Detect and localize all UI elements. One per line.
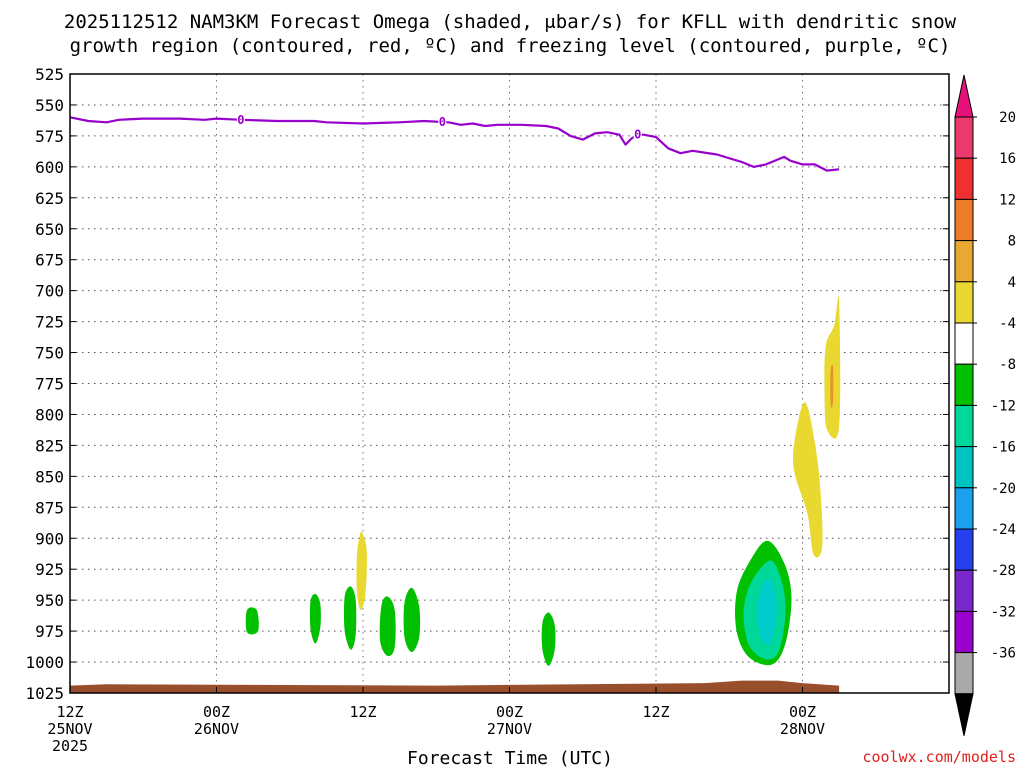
y-tick-label: 1000	[25, 653, 64, 672]
colorbar-swatch	[954, 363, 974, 406]
y-tick-label: 700	[35, 282, 64, 301]
omega-area	[541, 612, 556, 666]
colorbar-swatch	[954, 116, 974, 159]
freezing-level-contour: 0 0 0	[69, 112, 840, 172]
freezing-level-line	[69, 116, 840, 172]
x-tick-label: 28NOV	[780, 720, 825, 738]
y-tick-label: 750	[35, 344, 64, 363]
colorbar-label: -32	[991, 604, 1016, 620]
colorbar-label: -28	[991, 563, 1016, 579]
y-tick-label: 900	[35, 529, 64, 548]
colorbar-label: 20	[999, 110, 1016, 126]
colorbar-label: -24	[991, 522, 1016, 538]
credit-link[interactable]: coolwx.com/models	[862, 748, 1016, 766]
x-tick-label: 12Z	[642, 703, 669, 721]
omega-area	[245, 607, 259, 635]
chart-title-line1: 2025112512 NAM3KM Forecast Omega (shaded…	[64, 11, 957, 33]
x-tick-label: 2025	[52, 737, 88, 755]
omega-area	[379, 596, 396, 657]
x-tick-label: 00Z	[789, 703, 816, 721]
surface-terrain	[70, 680, 840, 693]
freezing-label-bg	[438, 114, 447, 128]
x-tick-label: 12Z	[349, 703, 376, 721]
colorbar-top-arrow	[954, 74, 974, 118]
y-tick-label: 775	[35, 375, 64, 394]
y-tick-label: 650	[35, 220, 64, 239]
y-tick-label: 1025	[25, 684, 64, 703]
colorbar-label: -8	[999, 357, 1016, 373]
y-tick-label: 575	[35, 127, 64, 146]
x-tick-label: 00Z	[496, 703, 523, 721]
omega-area	[356, 531, 367, 611]
colorbar-swatch	[954, 446, 974, 489]
colorbar-swatch	[954, 404, 974, 448]
colorbar-label: -12	[991, 398, 1016, 414]
colorbar-swatch	[954, 610, 974, 654]
colorbar-bottom-arrow	[954, 693, 974, 736]
x-tick-label: 12Z	[56, 703, 83, 721]
colorbar-swatch	[954, 198, 974, 242]
y-tick-label: 850	[35, 467, 64, 486]
y-tick-label: 875	[35, 498, 64, 517]
freezing-label-bg	[633, 127, 642, 141]
omega-shading	[245, 295, 841, 666]
y-tick-label: 550	[35, 96, 64, 115]
x-tick-label: 25NOV	[47, 720, 92, 738]
colorbar-swatch	[954, 569, 974, 612]
colorbar-swatch	[954, 322, 974, 365]
colorbar-swatch	[954, 281, 974, 324]
y-tick-label: 625	[35, 189, 64, 208]
x-tick-label: 00Z	[203, 703, 230, 721]
y-tick-label: 725	[35, 313, 64, 332]
colorbar-label: -20	[991, 481, 1016, 497]
y-tick-label: 525	[35, 65, 64, 84]
colorbar-label: -16	[991, 440, 1016, 456]
y-tick-label: 800	[35, 405, 64, 424]
colorbar-swatch	[954, 487, 974, 530]
colorbar-label: 12	[999, 192, 1016, 208]
surface-fill	[70, 680, 840, 693]
y-tick-label: 825	[35, 436, 64, 455]
colorbar-swatch	[954, 528, 974, 571]
freezing-level-label: 0	[634, 128, 641, 142]
chart-title-line2: growth region (contoured, red, ºC) and f…	[70, 35, 951, 57]
y-tick-label: 600	[35, 158, 64, 177]
y-tick-label: 675	[35, 251, 64, 270]
y-tick-label: 950	[35, 591, 64, 610]
colorbar-swatch	[954, 240, 974, 283]
x-axis-label: Forecast Time (UTC)	[407, 748, 613, 768]
pressure-axis: 525 550 575 600 625 650 675 700 725 750 775 800 825 8…	[25, 65, 949, 703]
colorbar-label: -36	[991, 646, 1016, 662]
omega-area	[403, 587, 421, 653]
omega-area	[309, 593, 321, 644]
colorbar-label: 4	[1008, 275, 1016, 291]
x-tick-label: 26NOV	[194, 720, 239, 738]
freezing-label-bg	[236, 112, 245, 126]
colorbar-label: 16	[999, 151, 1016, 167]
omega-area	[757, 578, 777, 646]
colorbar-swatch	[954, 157, 974, 200]
omega-area	[830, 364, 834, 408]
colorbar-label: -4	[999, 316, 1016, 332]
y-tick-label: 975	[35, 622, 64, 641]
omega-area	[343, 586, 357, 650]
colorbar-swatch	[954, 652, 974, 695]
colorbar-label: 8	[1008, 234, 1016, 250]
omega-area	[792, 402, 823, 558]
freezing-level-label: 0	[237, 113, 244, 127]
y-tick-label: 925	[35, 560, 64, 579]
freezing-level-label: 0	[439, 115, 446, 129]
x-tick-label: 27NOV	[487, 720, 532, 738]
omega-colorbar: 20 16 12 8 4 -4 -8 -12 -16 -20 -24 -28 -32 -36	[954, 74, 1016, 736]
